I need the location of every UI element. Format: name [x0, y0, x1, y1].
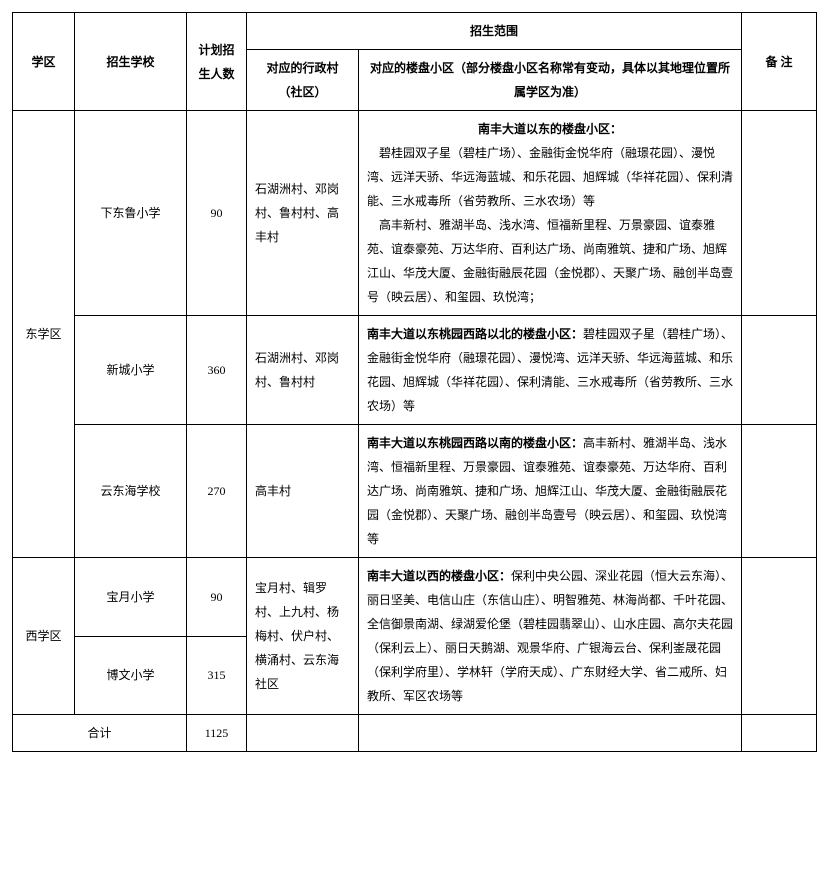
cell-blocks: 南丰大道以东的楼盘小区： 碧桂园双子星（碧桂广场）、金融街金悦华府（融璟花园）、…: [359, 111, 742, 316]
cell-plan: 90: [187, 558, 247, 637]
cell-plan: 315: [187, 636, 247, 715]
cell-remark: [742, 425, 817, 558]
cell-plan: 360: [187, 316, 247, 425]
cell-school: 博文小学: [75, 636, 187, 715]
th-remark: 备 注: [742, 13, 817, 111]
total-empty-1: [247, 715, 359, 752]
total-empty-2: [359, 715, 742, 752]
th-school: 招生学校: [75, 13, 187, 111]
table-row: 西学区宝月小学90宝月村、辑罗村、上九村、杨梅村、伏户村、横涌村、云东海社区南丰…: [13, 558, 817, 637]
cell-blocks: 南丰大道以东桃园西路以北的楼盘小区：碧桂园双子星（碧桂广场）、金融街金悦华府（融…: [359, 316, 742, 425]
cell-school: 新城小学: [75, 316, 187, 425]
th-district: 学区: [13, 13, 75, 111]
cell-plan: 270: [187, 425, 247, 558]
cell-village: 石湖洲村、邓岗村、鲁村村、高丰村: [247, 111, 359, 316]
header-row-1: 学区 招生学校 计划招生人数 招生范围 备 注: [13, 13, 817, 50]
cell-school: 宝月小学: [75, 558, 187, 637]
cell-school: 云东海学校: [75, 425, 187, 558]
cell-district: 东学区: [13, 111, 75, 558]
total-value: 1125: [187, 715, 247, 752]
cell-blocks: 南丰大道以东桃园西路以南的楼盘小区：高丰新村、雅湖半岛、浅水湾、恒福新里程、万景…: [359, 425, 742, 558]
table-row: 新城小学360石湖洲村、邓岗村、鲁村村南丰大道以东桃园西路以北的楼盘小区：碧桂园…: [13, 316, 817, 425]
total-empty-3: [742, 715, 817, 752]
table-row: 东学区下东鲁小学90石湖洲村、邓岗村、鲁村村、高丰村南丰大道以东的楼盘小区： 碧…: [13, 111, 817, 316]
th-plan: 计划招生人数: [187, 13, 247, 111]
cell-remark: [742, 316, 817, 425]
cell-village: 高丰村: [247, 425, 359, 558]
cell-plan: 90: [187, 111, 247, 316]
cell-village: 宝月村、辑罗村、上九村、杨梅村、伏户村、横涌村、云东海社区: [247, 558, 359, 715]
enrollment-table: 学区 招生学校 计划招生人数 招生范围 备 注 对应的行政村（社区） 对应的楼盘…: [12, 12, 817, 752]
cell-village: 石湖洲村、邓岗村、鲁村村: [247, 316, 359, 425]
cell-district: 西学区: [13, 558, 75, 715]
total-row: 合计 1125: [13, 715, 817, 752]
total-label: 合计: [13, 715, 187, 752]
cell-blocks: 南丰大道以西的楼盘小区：保利中央公园、深业花园（恒大云东海）、丽日坚美、电信山庄…: [359, 558, 742, 715]
th-village: 对应的行政村（社区）: [247, 50, 359, 111]
cell-remark: [742, 111, 817, 316]
th-scope: 招生范围: [247, 13, 742, 50]
table-row: 云东海学校270高丰村南丰大道以东桃园西路以南的楼盘小区：高丰新村、雅湖半岛、浅…: [13, 425, 817, 558]
cell-school: 下东鲁小学: [75, 111, 187, 316]
th-blocks: 对应的楼盘小区（部分楼盘小区名称常有变动，具体以其地理位置所属学区为准）: [359, 50, 742, 111]
cell-remark: [742, 558, 817, 715]
